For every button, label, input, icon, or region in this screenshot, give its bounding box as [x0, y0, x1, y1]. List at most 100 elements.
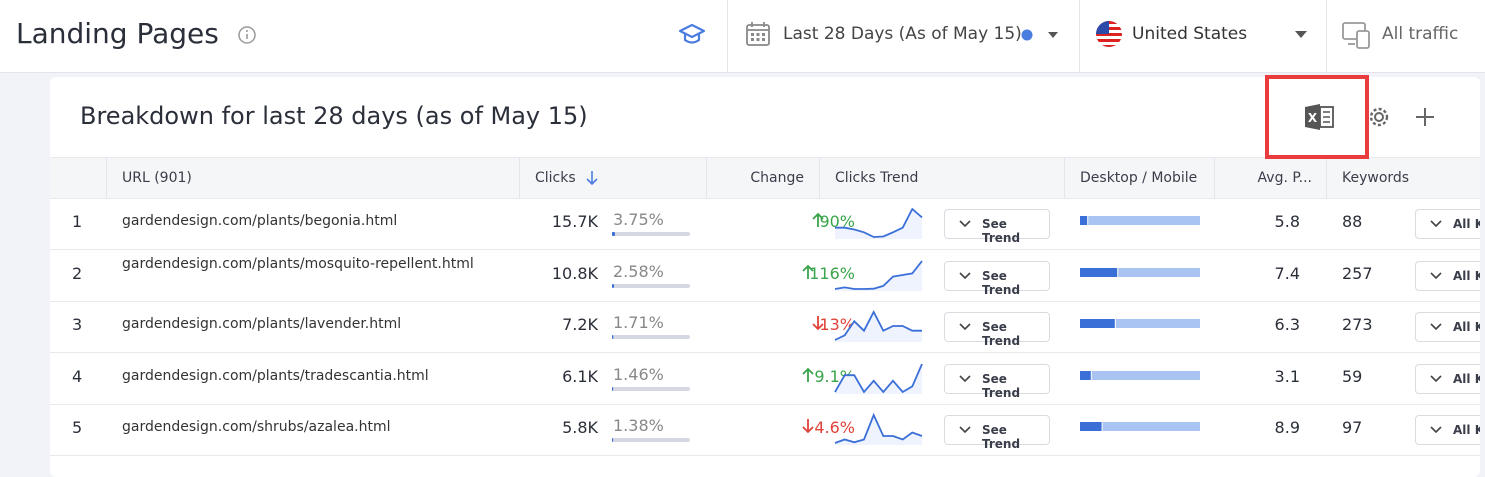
share-fill	[612, 438, 614, 442]
share: 1.46%	[613, 364, 664, 384]
share: 3.75%	[613, 210, 664, 229]
url[interactable]: gardendesign.com/plants/begonia.html	[122, 213, 398, 229]
mobile-bar	[1088, 216, 1200, 225]
add-button[interactable]	[1414, 106, 1436, 128]
info-icon[interactable]	[237, 25, 257, 45]
see-trend-button[interactable]: See Trend	[944, 260, 1050, 297]
url[interactable]: gardendesign.com/plants/tradescantia.htm…	[122, 367, 429, 384]
chevron	[1430, 374, 1442, 382]
see-trend-label: See Trend	[982, 320, 1021, 348]
table-row[interactable]: 4 gardendesign.com/plants/tradescantia.ht…	[50, 353, 1480, 405]
keywords-button-label: All K	[1453, 268, 1480, 283]
sparkline	[834, 412, 923, 445]
sparkline-line	[834, 259, 923, 290]
keywords-button[interactable]: All K	[1415, 312, 1480, 342]
chevron-shape	[1430, 426, 1442, 434]
sort-arrow[interactable]	[585, 170, 599, 186]
see-trend-label: See Trend	[982, 423, 1021, 451]
chevron	[1430, 426, 1442, 434]
change-arrow	[802, 419, 814, 434]
chevron	[959, 374, 971, 382]
share-track	[612, 438, 690, 442]
rank: 1	[72, 212, 83, 231]
column-header[interactable]: Desktop / Mobile	[1080, 170, 1198, 186]
url[interactable]: gardendesign.com/plants/lavender.html	[122, 316, 402, 332]
share-track	[612, 232, 690, 236]
us-flag	[1096, 21, 1122, 47]
excel-export[interactable]: X	[1303, 103, 1335, 131]
traffic-filter[interactable]: All traffic	[1382, 24, 1459, 44]
column-header[interactable]: Avg. P...	[1257, 170, 1312, 186]
table-row[interactable]: 5 gardendesign.com/shrubs/azalea.html 5.8K…	[50, 404, 1480, 456]
chevron	[1430, 323, 1442, 331]
sparkline-area	[835, 312, 922, 342]
see-trend-button[interactable]: See Trend	[944, 363, 1050, 400]
keywords: 257	[1342, 263, 1373, 283]
page-title: Landing Pages	[16, 17, 219, 50]
column-header[interactable]: Clicks	[535, 170, 576, 186]
table-row[interactable]: 2 gardendesign.com/plants/mosquito-repell…	[50, 250, 1480, 302]
settings-icon[interactable]	[1366, 104, 1392, 130]
sparkline	[834, 363, 923, 394]
keywords-button[interactable]: All K	[1415, 363, 1480, 394]
arrow-shape	[812, 316, 824, 331]
keywords-button[interactable]: All K	[1415, 209, 1480, 239]
sparkline-line	[834, 310, 922, 341]
rank: 5	[72, 418, 83, 437]
see-trend-label: See Trend	[982, 268, 1021, 297]
desktop-bar	[1080, 319, 1115, 328]
share-track	[612, 386, 690, 391]
academy-icon[interactable]	[678, 22, 706, 48]
sparkline-area	[835, 260, 922, 291]
date-dropdown[interactable]	[1019, 27, 1063, 43]
avg-position: 6.3	[1274, 315, 1300, 334]
keywords: 88	[1342, 212, 1363, 231]
panel-title: Breakdown for last 28 days (as of May 15…	[80, 102, 588, 130]
column-header[interactable]: Keywords	[1342, 170, 1410, 186]
change: 90%	[819, 212, 855, 231]
column-header[interactable]: Clicks Trend	[835, 170, 919, 186]
arrow-shape	[812, 212, 824, 227]
table-row[interactable]: 3 gardendesign.com/plants/lavender.html 7.…	[50, 301, 1480, 353]
country[interactable]: United States	[1132, 24, 1248, 44]
change: 13%	[819, 315, 855, 334]
column-divider	[706, 158, 707, 198]
see-trend-button[interactable]: See Trend	[944, 415, 1050, 451]
keywords-button[interactable]: All K	[1415, 415, 1480, 445]
date-range[interactable]: Last 28 Days (As of May 15)	[783, 24, 1022, 44]
column-divider	[106, 158, 107, 198]
share-bar	[612, 335, 690, 339]
sparkline-line	[834, 412, 923, 444]
rank: 4	[72, 366, 83, 386]
device-split	[1080, 216, 1200, 225]
see-trend-button[interactable]: See Trend	[944, 209, 1050, 245]
desktop-bar	[1080, 216, 1088, 225]
url[interactable]: gardendesign.com/plants/mosquito-repelle…	[122, 255, 474, 272]
see-trend-label: See Trend	[982, 371, 1021, 400]
column-header[interactable]: Change	[750, 170, 804, 186]
clicks: 6.1K	[562, 366, 598, 386]
keywords-button[interactable]: All K	[1415, 260, 1480, 291]
see-trend-button[interactable]: See Trend	[944, 312, 1050, 348]
divider	[1079, 0, 1080, 72]
column-divider	[1326, 158, 1327, 198]
share: 2.58%	[613, 261, 664, 281]
rank: 2	[72, 263, 83, 283]
column-divider	[1214, 158, 1215, 198]
column-header[interactable]: URL (901)	[122, 170, 192, 186]
url[interactable]: gardendesign.com/shrubs/azalea.html	[122, 419, 391, 435]
table-header: URL (901) Clicks Change Clicks Trend Des…	[50, 157, 1480, 199]
chevron	[959, 271, 971, 279]
clicks: 10.8K	[551, 263, 598, 283]
sparkline	[834, 310, 922, 342]
sparkline-area	[835, 363, 922, 394]
country-dropdown[interactable]	[1294, 30, 1308, 40]
share-track	[612, 335, 690, 339]
divider	[1326, 0, 1327, 72]
clicks: 7.2K	[562, 315, 598, 334]
chevron-shape	[959, 220, 971, 228]
desktop-bar	[1080, 422, 1102, 431]
device-split	[1080, 319, 1200, 328]
table-row[interactable]: 1 gardendesign.com/plants/begonia.html 15.…	[50, 198, 1480, 250]
